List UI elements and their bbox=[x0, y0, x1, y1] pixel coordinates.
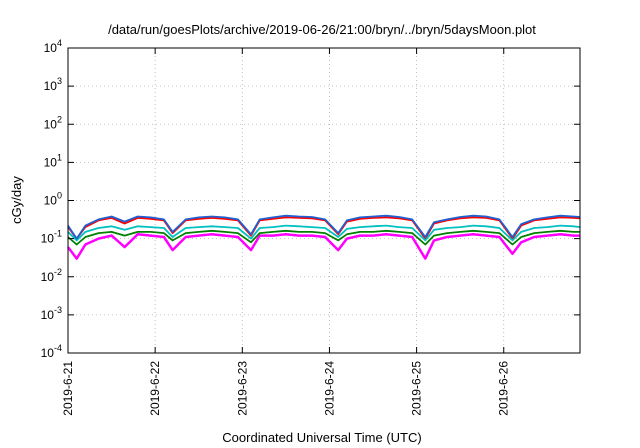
x-tick-label: 2019-6-25 bbox=[410, 361, 424, 416]
x-axis-label: Coordinated Universal Time (UTC) bbox=[222, 430, 421, 445]
x-tick-label: 2019-6-26 bbox=[497, 361, 511, 416]
series-line-5 bbox=[67, 214, 581, 240]
x-tick-label: 2019-6-23 bbox=[235, 361, 249, 416]
x-tick-label: 2019-6-24 bbox=[322, 361, 336, 416]
x-tick-label: 2019-6-21 bbox=[61, 361, 75, 416]
grid-lines bbox=[68, 48, 580, 353]
y-tick-label: 100 bbox=[44, 191, 62, 208]
series-line-4 bbox=[67, 224, 581, 242]
y-tick-label: 101 bbox=[44, 152, 62, 169]
chart-title: /data/run/goesPlots/archive/2019-06-26/2… bbox=[108, 22, 536, 37]
series-layer bbox=[67, 214, 581, 260]
series-line-3 bbox=[67, 229, 580, 246]
y-tick-label: 102 bbox=[44, 114, 62, 131]
y-tick-label: 10-1 bbox=[41, 229, 62, 246]
x-axis: 2019-6-21 2019-6-22 2019-6-23 2019-6-24 2019… bbox=[61, 48, 511, 416]
y-axis-label: cGy/day bbox=[9, 176, 24, 224]
y-tick-label: 104 bbox=[44, 38, 62, 55]
y-tick-label: 10-2 bbox=[41, 267, 62, 284]
y-tick-label: 103 bbox=[44, 76, 62, 93]
x-tick-label: 2019-6-22 bbox=[148, 361, 162, 416]
y-tick-label: 10-3 bbox=[41, 305, 62, 322]
y-axis: 104 103 102 101 100 10-1 10-2 10-3 10-4 bbox=[41, 38, 580, 360]
series-line-1 bbox=[67, 233, 580, 260]
y-tick-label: 10-4 bbox=[41, 343, 62, 360]
